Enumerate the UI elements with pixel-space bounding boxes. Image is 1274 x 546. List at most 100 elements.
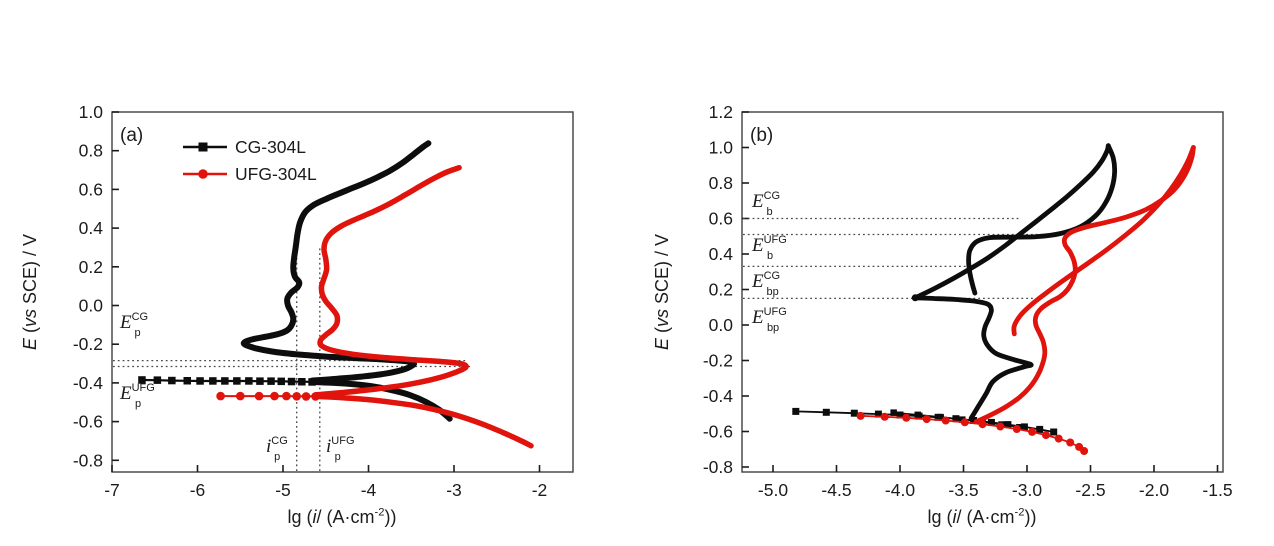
series-ufg-cathodic: [312, 393, 534, 449]
legend-label-CG-304L: CG-304L: [235, 137, 306, 157]
ann-sub: p: [135, 398, 141, 410]
panel-b-frame: [741, 111, 1224, 473]
b-ufg-cathodic-row-marker: [996, 422, 1005, 431]
y-tick-label: 1.0: [79, 102, 104, 122]
ann-sub: bp: [767, 322, 779, 334]
annotation-label-i-p-CG: iCG p: [266, 435, 288, 463]
legend-label-UFG-304L: UFG-304L: [235, 164, 317, 184]
axis-title-segment: (: [20, 327, 40, 338]
b-ufg-cathodic-row-marker: [1028, 427, 1037, 436]
ufg-corrosion-row-marker: [292, 392, 302, 401]
b-cg-cathodic-row2-marker: [937, 413, 944, 421]
x-tick-label: -2: [532, 480, 548, 500]
ann-base: E: [751, 307, 764, 328]
b-ufg-cathodic-row-marker: [1080, 447, 1089, 455]
b-cg-cathodic-row-marker: [1050, 428, 1058, 436]
annotation-label-i-p-UFG: iUFG p: [326, 435, 355, 463]
y-axis-title: E (vs SCE) / V: [652, 234, 672, 350]
cg-corrosion-row-marker: [196, 377, 204, 385]
axis-title-segment: vs: [652, 309, 672, 327]
b-cg-cathodic-row-marker: [987, 418, 995, 426]
axis-title-segment: -2: [1015, 506, 1025, 518]
axis-title-segment: SCE) / V: [20, 234, 40, 309]
x-tick-label: -7: [104, 480, 120, 500]
cg-corrosion-row-marker: [233, 377, 241, 385]
legend-marker-CG-304L: [198, 142, 208, 152]
axis-title-segment: vs: [20, 309, 40, 327]
legend-marker-UFG-304L: [198, 169, 208, 179]
panel-b: -5.0 -4.5 -4.0 -3.5 -3.0 -2.5 -2.0 -1.5 1.2 1.0 0.…: [703, 102, 1233, 500]
series-b-cg-reverse: [966, 143, 1118, 296]
b-cg-cathodic-row-marker: [822, 408, 830, 416]
annotation-label-E-bp-UFG: EUFG bp: [751, 306, 787, 334]
cg-corrosion-row-marker: [287, 377, 296, 386]
x-tick-label: -4.0: [885, 480, 915, 500]
y-tick-label: 0.2: [79, 257, 103, 277]
axis-title-segment: (: [652, 327, 672, 338]
cg-corrosion-row-marker: [298, 378, 306, 386]
x-tick-label: -3.0: [1012, 480, 1042, 500]
series-ufg-anodic: [312, 164, 469, 398]
ann-base: E: [751, 191, 764, 212]
b-cg-cathodic-row-marker: [1036, 425, 1044, 433]
ufg-corrosion-row-marker: [236, 391, 245, 401]
b-cg-cathodic-row-marker: [1020, 423, 1028, 431]
cg-corrosion-row-marker: [168, 376, 176, 385]
axis-title-segment: i: [313, 507, 318, 527]
axis-title-segment: )): [384, 507, 396, 527]
annotation-label-E-p-UFG: EUFG p: [119, 382, 155, 410]
ann-base: i: [326, 436, 331, 457]
y-tick-label: 0.2: [709, 280, 733, 300]
b-ufg-cathodic-row-marker: [1042, 431, 1050, 440]
x-axis-title: lg (i/ (A·cm-2)): [928, 506, 1037, 527]
ann-base: E: [751, 235, 764, 256]
y-tick-label: 0.0: [79, 296, 104, 316]
b-cg-cathodic-row2-marker: [914, 411, 921, 419]
b-ufg-cathodic-row-marker: [1066, 438, 1075, 447]
annotation-label-E-p-CG: ECG p: [119, 311, 148, 339]
b-cg-cathodic-row-marker: [896, 411, 904, 419]
annotation-label-E-bp-CG: ECG bp: [751, 270, 780, 298]
cg-corrosion-row-marker: [153, 376, 162, 384]
b-cg-cathodic-row-marker: [792, 407, 800, 415]
ufg-corrosion-row-marker: [270, 391, 279, 401]
y-tick-label: 0.0: [709, 315, 734, 335]
ann-sup: UFG: [331, 435, 354, 447]
annotation-label-E-b-CG: ECG b: [751, 190, 780, 218]
b-cg-cathodic-row2-marker: [890, 409, 897, 416]
ann-sub: b: [767, 250, 773, 262]
cg-corrosion-row-marker: [138, 376, 146, 384]
ann-sup: UFG: [764, 306, 787, 318]
x-tick-label: -3: [446, 480, 462, 500]
axis-title-segment: / (A·cm: [957, 507, 1015, 527]
ann-base: E: [119, 312, 132, 333]
axis-title-segment: lg (: [288, 507, 313, 527]
y-tick-label: -0.6: [703, 422, 733, 442]
ann-base: E: [119, 383, 132, 404]
x-tick-label: -4.5: [821, 480, 851, 500]
ann-sup: CG: [132, 311, 149, 323]
ufg-corrosion-row-marker: [301, 392, 311, 401]
series-b-cg-forward-lower: [912, 295, 1034, 421]
b-ufg-cathodic-row-marker: [1054, 434, 1063, 443]
ann-sub: b: [767, 206, 773, 218]
axis-title-segment: lg (: [928, 507, 953, 527]
axis-title-segment: / (A·cm: [317, 507, 375, 527]
annotation-label-E-b-UFG: EUFG b: [751, 234, 787, 262]
y-tick-label: -0.4: [703, 386, 733, 406]
b-ufg-cathodic-row-marker: [941, 416, 950, 425]
x-tick-label: -4: [361, 480, 377, 500]
ann-sup: CG: [764, 190, 781, 202]
x-tick-label: -1.5: [1202, 480, 1232, 500]
x-tick-label: -6: [190, 480, 206, 500]
series-b-cg-forward-diagonal: [912, 143, 1111, 301]
panel-a: -7 -6 -5 -4 -3 -2 1.0 0.8 0.6 0.4 0.2 0.0 -0.2 -0.4 -0…: [73, 102, 574, 500]
x-tick-label: -5: [275, 480, 291, 500]
cg-corrosion-row-marker: [245, 377, 253, 385]
y-tick-label: 0.6: [79, 179, 103, 199]
axis-title-segment: SCE) / V: [652, 234, 672, 309]
ufg-corrosion-row-marker: [254, 391, 264, 401]
y-tick-label: -0.2: [73, 334, 103, 354]
